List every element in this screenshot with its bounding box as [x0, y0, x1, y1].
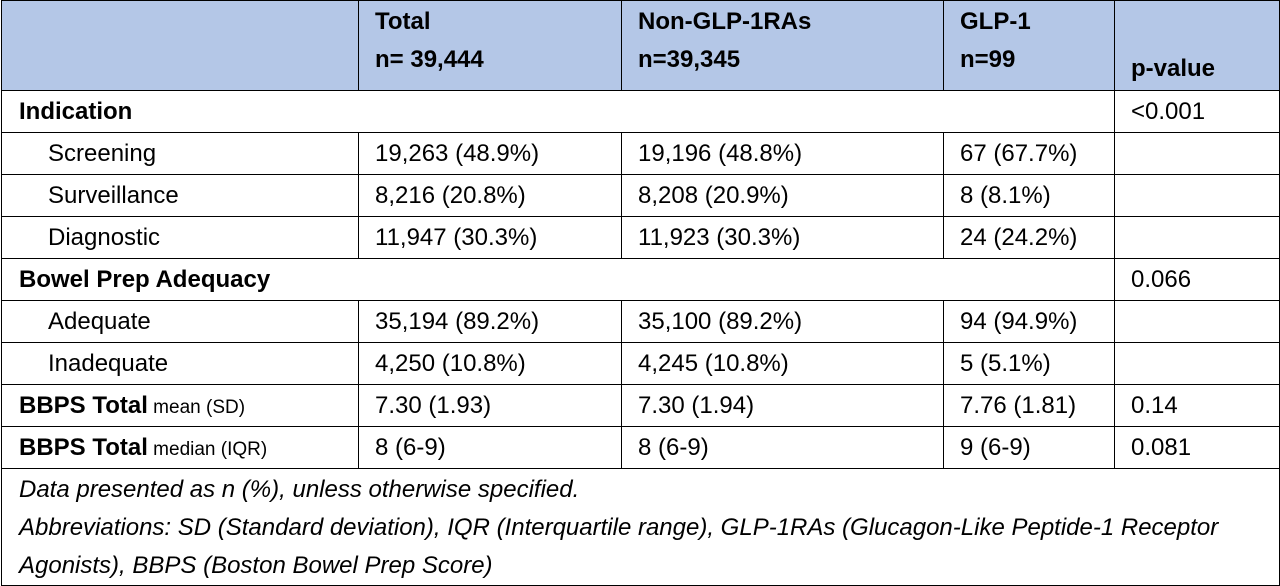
p-value-bbps-median: 0.081: [1114, 426, 1280, 469]
header-glp-n: n=99: [960, 46, 1016, 73]
footnote-row: Data presented as n (%), unless otherwis…: [1, 468, 1280, 586]
bbps-mean-label-small: mean (SD): [147, 396, 246, 418]
table-row: Inadequate 4,250 (10.8%) 4,245 (10.8%) 5…: [1, 342, 1280, 385]
cell-glp: 67 (67.7%): [943, 132, 1115, 175]
cell-total: 7.30 (1.93): [358, 384, 622, 427]
row-label: Adequate: [1, 300, 359, 343]
cell-glp: 94 (94.9%): [943, 300, 1115, 343]
table-row: Adequate 35,194 (89.2%) 35,100 (89.2%) 9…: [1, 300, 1280, 343]
cell-non-glp: 8,208 (20.9%): [621, 174, 944, 217]
p-value-bbps-mean: 0.14: [1114, 384, 1280, 427]
cell-total: 4,250 (10.8%): [358, 342, 622, 385]
cell-glp: 8 (8.1%): [943, 174, 1115, 217]
header-row: Total n= 39,444 Non-GLP-1RAs n=39,345 GL…: [1, 0, 1280, 91]
table-row-bbps-median: BBPS Total median (IQR) 8 (6-9) 8 (6-9) …: [1, 426, 1280, 469]
cell-p-empty: [1114, 174, 1280, 217]
section-row-indication: Indication <0.001: [1, 90, 1280, 133]
table-row: Surveillance 8,216 (20.8%) 8,208 (20.9%)…: [1, 174, 1280, 217]
cell-total: 11,947 (30.3%): [358, 216, 622, 259]
bbps-mean-label-bold: BBPS Total: [19, 391, 148, 419]
cell-non-glp: 8 (6-9): [621, 426, 944, 469]
header-glp: GLP-1 n=99: [943, 0, 1115, 91]
row-label-bbps-mean: BBPS Total mean (SD): [1, 384, 359, 427]
row-label: Diagnostic: [1, 216, 359, 259]
table-row: Screening 19,263 (48.9%) 19,196 (48.8%) …: [1, 132, 1280, 175]
table-row-bbps-mean: BBPS Total mean (SD) 7.30 (1.93) 7.30 (1…: [1, 384, 1280, 427]
cell-p-empty: [1114, 300, 1280, 343]
footnote-line-2: Abbreviations: SD (Standard deviation), …: [19, 514, 1219, 579]
header-empty-cell: [1, 0, 359, 91]
header-non-glp-n: n=39,345: [638, 46, 741, 73]
cell-p-empty: [1114, 216, 1280, 259]
cell-non-glp: 11,923 (30.3%): [621, 216, 944, 259]
header-total: Total n= 39,444: [358, 0, 622, 91]
cell-non-glp: 19,196 (48.8%): [621, 132, 944, 175]
footnote-line-1: Data presented as n (%), unless otherwis…: [19, 476, 580, 503]
footnote-cell: Data presented as n (%), unless otherwis…: [1, 468, 1280, 586]
cell-total: 8,216 (20.8%): [358, 174, 622, 217]
cell-glp: 7.76 (1.81): [943, 384, 1115, 427]
cell-glp: 24 (24.2%): [943, 216, 1115, 259]
row-label-bbps-median: BBPS Total median (IQR): [1, 426, 359, 469]
section-label-indication: Indication: [1, 90, 1115, 133]
cell-glp: 5 (5.1%): [943, 342, 1115, 385]
p-value-indication: <0.001: [1114, 90, 1280, 133]
cell-total: 35,194 (89.2%): [358, 300, 622, 343]
cell-p-empty: [1114, 132, 1280, 175]
cell-total: 8 (6-9): [358, 426, 622, 469]
header-glp-title: GLP-1: [960, 8, 1031, 35]
bbps-median-label-bold: BBPS Total: [19, 433, 148, 461]
section-row-bowel-prep: Bowel Prep Adequacy 0.066: [1, 258, 1280, 301]
section-label-bowel-prep: Bowel Prep Adequacy: [1, 258, 1115, 301]
header-p-value: p-value: [1114, 0, 1280, 91]
cell-non-glp: 35,100 (89.2%): [621, 300, 944, 343]
cell-p-empty: [1114, 342, 1280, 385]
row-label: Screening: [1, 132, 359, 175]
header-total-title: Total: [375, 8, 431, 35]
row-label: Inadequate: [1, 342, 359, 385]
cell-glp: 9 (6-9): [943, 426, 1115, 469]
row-label: Surveillance: [1, 174, 359, 217]
cell-total: 19,263 (48.9%): [358, 132, 622, 175]
header-non-glp-title: Non-GLP-1RAs: [638, 8, 812, 35]
cell-non-glp: 7.30 (1.94): [621, 384, 944, 427]
cell-non-glp: 4,245 (10.8%): [621, 342, 944, 385]
header-total-n: n= 39,444: [375, 46, 484, 73]
p-value-bowel-prep: 0.066: [1114, 258, 1280, 301]
table-row: Diagnostic 11,947 (30.3%) 11,923 (30.3%)…: [1, 216, 1280, 259]
header-non-glp: Non-GLP-1RAs n=39,345: [621, 0, 944, 91]
bbps-median-label-small: median (IQR): [147, 438, 268, 460]
